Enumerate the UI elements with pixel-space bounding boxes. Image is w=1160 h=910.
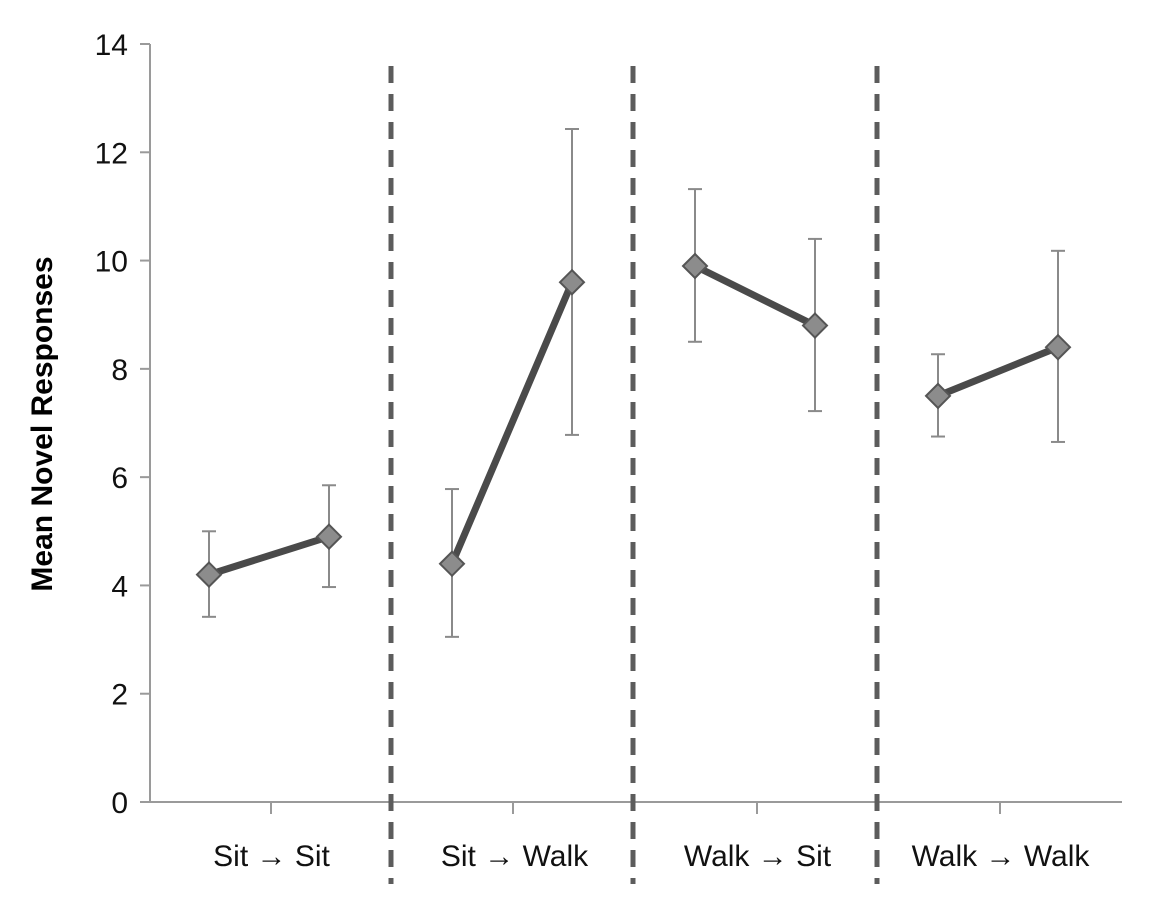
data-point — [681, 252, 709, 280]
arrow-icon: → — [749, 840, 796, 873]
data-point — [558, 268, 586, 296]
arrow-icon: → — [248, 840, 295, 873]
y-axis-label: Mean Novel Responses — [26, 256, 59, 591]
arrow-icon: → — [977, 840, 1024, 873]
data-point — [195, 561, 223, 589]
data-point — [801, 312, 829, 339]
y-tick-label: 0 — [111, 787, 128, 820]
y-tick-label: 2 — [111, 679, 128, 712]
x-category-label: Walk → Walk — [912, 840, 1091, 873]
category-to: Sit — [796, 840, 832, 873]
x-category-label: Walk → Sit — [684, 840, 832, 873]
category-to: Walk — [523, 840, 590, 873]
arrow-icon: → — [476, 840, 523, 873]
series-line — [448, 278, 576, 568]
series-line — [934, 343, 1062, 400]
y-tick-label: 12 — [95, 137, 128, 170]
data-point — [1044, 333, 1072, 361]
x-category-label: Sit → Sit — [213, 840, 330, 873]
series-line — [691, 262, 819, 330]
data-point — [315, 523, 343, 551]
data-point — [438, 550, 466, 578]
y-tick-label: 4 — [111, 570, 128, 603]
data-point — [924, 382, 952, 410]
y-tick-label: 10 — [95, 246, 128, 279]
category-to: Sit — [295, 840, 331, 873]
x-category-label: Sit → Walk — [441, 840, 589, 873]
y-tick-label: 8 — [111, 354, 128, 387]
category-from: Sit — [441, 840, 477, 873]
category-from: Sit — [213, 840, 249, 873]
category-from: Walk — [684, 840, 751, 873]
category-from: Walk — [912, 840, 979, 873]
category-to: Walk — [1024, 840, 1091, 873]
y-tick-label: 6 — [111, 462, 128, 495]
series-line — [205, 533, 333, 579]
y-tick-label: 14 — [95, 29, 128, 62]
